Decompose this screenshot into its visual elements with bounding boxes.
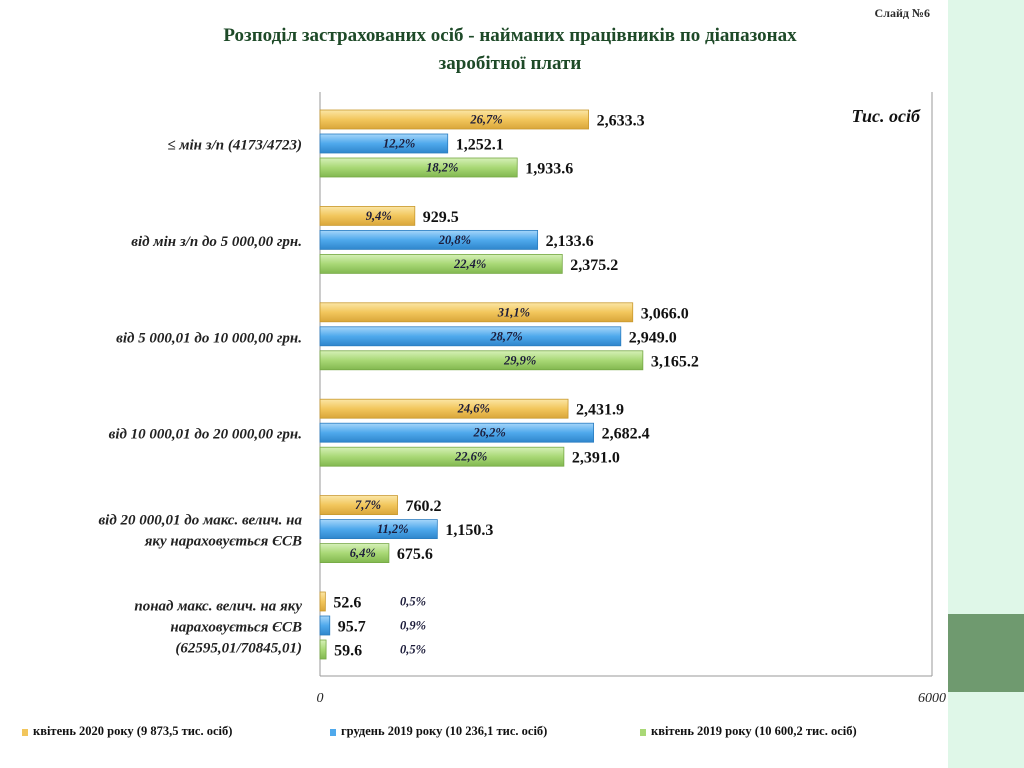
bar-s0-c4: [319, 495, 398, 516]
bar-s1-c1: [319, 229, 539, 250]
legend-swatch-apr-2019: [640, 728, 646, 736]
value-label-s0-c5: 52.6: [333, 595, 361, 612]
value-label-s1-c4: 1,150.3: [445, 522, 493, 539]
value-label-s2-c0: 1,933.6: [525, 161, 573, 178]
percent-label-s1-c3: 26,2%: [472, 426, 505, 440]
value-label-s2-c5: 59.6: [334, 643, 362, 660]
percent-label-s1-c0: 12,2%: [383, 137, 415, 151]
legend: квітень 2020 року (9 873,5 тис. осіб) гр…: [22, 724, 942, 742]
value-label-s2-c4: 675.6: [397, 546, 433, 563]
percent-label-s1-c4: 11,2%: [377, 522, 409, 536]
percent-label-s2-c3: 22,6%: [454, 450, 487, 464]
percent-label-s0-c1: 9,4%: [366, 209, 392, 223]
bar-s1-c5: [319, 615, 331, 636]
value-label-s2-c2: 3,165.2: [651, 353, 699, 370]
percent-label-s0-c0: 26,7%: [469, 113, 502, 127]
category-label-3-line-0: від 10 000,01 до 20 000,00 грн.: [109, 427, 302, 443]
bar-s2-c0: [319, 157, 518, 178]
percent-label-s2-c5: 0,5%: [400, 643, 426, 657]
bar-s2-c4: [319, 543, 390, 563]
category-label-5-line-2: (62595,01/70845,01): [175, 641, 302, 657]
value-label-s1-c5: 95.7: [338, 619, 366, 636]
legend-label-dec-2019: грудень 2019 року (10 236,1 тис. осіб): [341, 724, 548, 738]
bar-s1-c2: [319, 326, 622, 347]
bar-s0-c0: [319, 109, 589, 130]
percent-label-s2-c0: 18,2%: [426, 161, 458, 175]
value-label-s0-c3: 2,431.9: [576, 402, 624, 419]
legend-swatch-apr-2020: [22, 728, 28, 736]
percent-label-s0-c4: 7,7%: [355, 498, 381, 512]
value-label-s0-c1: 929.5: [423, 209, 459, 226]
legend-item-apr-2019: квітень 2019 року (10 600,2 тис. осіб): [640, 724, 857, 739]
value-label-s2-c1: 2,375.2: [570, 257, 618, 274]
bar-s1-c0: [319, 133, 449, 154]
category-label-0-line-0: ≤ мін з/п (4173/4723): [167, 138, 302, 154]
percent-label-s1-c2: 28,7%: [489, 329, 522, 343]
chart-title-line-1: Розподіл застрахованих осіб - найманих п…: [223, 25, 797, 46]
value-label-s1-c2: 2,949.0: [629, 329, 677, 346]
category-label-4-line-1: яку нараховується ЄСВ: [144, 534, 302, 550]
percent-label-s2-c2: 29,9%: [503, 353, 536, 367]
value-label-s2-c3: 2,391.0: [572, 450, 620, 467]
value-label-s0-c0: 2,633.3: [597, 113, 645, 130]
bar-s0-c3: [319, 398, 569, 419]
category-label-5-line-1: нараховується ЄСВ: [170, 620, 302, 636]
value-label-s0-c2: 3,066.0: [641, 305, 689, 322]
percent-label-s0-c5: 0,5%: [400, 595, 426, 609]
category-label-2-line-0: від 5 000,01 до 10 000,00 грн.: [116, 330, 302, 346]
slide-number: Слайд №6: [874, 6, 930, 20]
bar-s1-c4: [319, 519, 438, 539]
bar-s2-c3: [319, 446, 565, 467]
x-tick-label-0: 0: [317, 691, 324, 706]
bar-s0-c1: [319, 205, 416, 226]
legend-item-apr-2020: квітень 2020 року (9 873,5 тис. осіб): [22, 724, 232, 739]
percent-label-s1-c5: 0,9%: [400, 619, 426, 633]
chart-title: Розподіл застрахованих осіб - найманих п…: [120, 22, 900, 78]
bar-s0-c2: [319, 302, 634, 323]
value-label-s0-c4: 760.2: [406, 498, 442, 515]
bar-chart: 0 6000 Тис. осіб ≤ мін з/п (4173/4723) 2,633…: [98, 92, 946, 706]
percent-label-s2-c4: 6,4%: [350, 546, 376, 560]
x-tick-label-1: 6000: [918, 691, 946, 706]
category-label-5-line-0: понад макс. велич. на яку: [134, 599, 302, 615]
bar-s1-c3: [319, 422, 595, 443]
percent-label-s2-c1: 22,4%: [453, 257, 486, 271]
percent-label-s0-c2: 31,1%: [497, 305, 530, 319]
unit-label: Тис. осіб: [851, 106, 921, 126]
value-label-s1-c3: 2,682.4: [602, 426, 650, 443]
category-label-4-line-0: від 20 000,01 до макс. велич. на: [98, 513, 302, 529]
bar-s2-c5: [319, 639, 327, 660]
legend-item-dec-2019: грудень 2019 року (10 236,1 тис. осіб): [330, 724, 547, 739]
percent-label-s0-c3: 24,6%: [457, 402, 490, 416]
value-label-s1-c0: 1,252.1: [456, 137, 504, 154]
legend-label-apr-2020: квітень 2020 року (9 873,5 тис. осіб): [33, 724, 233, 738]
bar-s2-c1: [319, 253, 563, 274]
bar-s0-c5: [319, 591, 326, 612]
legend-swatch-dec-2019: [330, 728, 336, 736]
right-decor-block: [948, 614, 1024, 692]
category-label-1-line-0: від мін з/п до 5 000,00 грн.: [131, 234, 302, 250]
value-label-s1-c1: 2,133.6: [546, 233, 594, 250]
legend-label-apr-2019: квітень 2019 року (10 600,2 тис. осіб): [651, 724, 857, 738]
percent-label-s1-c1: 20,8%: [438, 233, 471, 247]
bar-s2-c2: [319, 350, 644, 371]
chart-title-line-2: заробітної плати: [438, 53, 582, 74]
